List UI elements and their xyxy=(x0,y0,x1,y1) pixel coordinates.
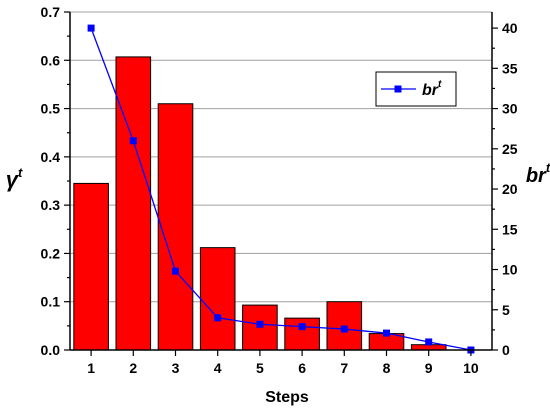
line-point xyxy=(425,338,433,346)
line-point xyxy=(129,137,137,145)
right-tick-label: 5 xyxy=(502,302,510,318)
line-point xyxy=(172,267,179,275)
legend-label-superscript: t xyxy=(438,79,442,90)
line-point xyxy=(214,314,222,322)
legend: brt xyxy=(375,71,457,107)
line-point xyxy=(256,320,264,328)
line-point xyxy=(383,329,390,337)
bar xyxy=(115,56,152,351)
right-axis-title: brt xyxy=(526,160,550,187)
line-series xyxy=(87,24,475,354)
line-point xyxy=(298,323,306,331)
bar xyxy=(410,344,447,351)
x-tick-label: 2 xyxy=(129,360,137,376)
right-tick-label: 20 xyxy=(502,181,518,197)
bar xyxy=(284,317,320,351)
bar xyxy=(157,103,194,351)
right-axis-ticks: 0 5 10 15 20 25 30 35 40 xyxy=(492,20,518,358)
x-tick-label: 4 xyxy=(214,360,222,376)
right-tick-label: 30 xyxy=(502,101,518,117)
left-axis-title-superscript: t xyxy=(18,165,23,180)
left-tick-label: 0.2 xyxy=(41,245,61,261)
bar xyxy=(73,182,109,351)
x-tick-label: 9 xyxy=(425,360,433,376)
legend-label-main: br xyxy=(422,82,439,99)
bar-series xyxy=(73,56,447,351)
legend-marker xyxy=(394,85,402,93)
right-tick-label: 25 xyxy=(502,141,518,157)
left-axis-title: γt xyxy=(6,165,23,192)
left-tick-label: 0.7 xyxy=(41,4,61,20)
bar xyxy=(199,247,236,351)
x-tick-label: 6 xyxy=(298,360,306,376)
line-point xyxy=(340,325,348,333)
left-tick-label: 0.4 xyxy=(41,149,61,165)
series-line xyxy=(90,27,472,351)
left-tick-label: 0.1 xyxy=(41,294,61,310)
x-axis-ticks: 1 2 3 4 5 6 7 8 9 10 xyxy=(87,350,479,376)
x-tick-label: 5 xyxy=(256,360,264,376)
right-tick-label: 15 xyxy=(502,221,518,237)
right-axis-title-main: br xyxy=(526,165,547,187)
right-tick-label: 35 xyxy=(502,60,518,76)
left-axis-title-main: γ xyxy=(6,167,20,192)
left-tick-label: 0.5 xyxy=(41,101,61,117)
x-tick-label: 10 xyxy=(463,360,479,376)
left-tick-label: 0.6 xyxy=(41,52,61,68)
right-axis-title-superscript: t xyxy=(546,160,550,175)
x-tick-label: 1 xyxy=(87,360,95,376)
left-tick-label: 0.3 xyxy=(41,197,61,213)
x-tick-label: 3 xyxy=(172,360,180,376)
x-tick-label: 8 xyxy=(383,360,391,376)
right-tick-label: 0 xyxy=(502,342,510,358)
right-tick-label: 40 xyxy=(502,20,518,36)
left-tick-label: 0.0 xyxy=(41,342,61,358)
legend-label: brt xyxy=(422,79,442,99)
left-axis-ticks: 0.0 0.1 0.2 0.3 0.4 0.5 0.6 0.7 xyxy=(41,4,70,358)
x-tick-label: 7 xyxy=(340,360,348,376)
x-axis-title: Steps xyxy=(265,389,309,406)
line-point xyxy=(87,24,95,32)
right-tick-label: 10 xyxy=(502,262,518,278)
